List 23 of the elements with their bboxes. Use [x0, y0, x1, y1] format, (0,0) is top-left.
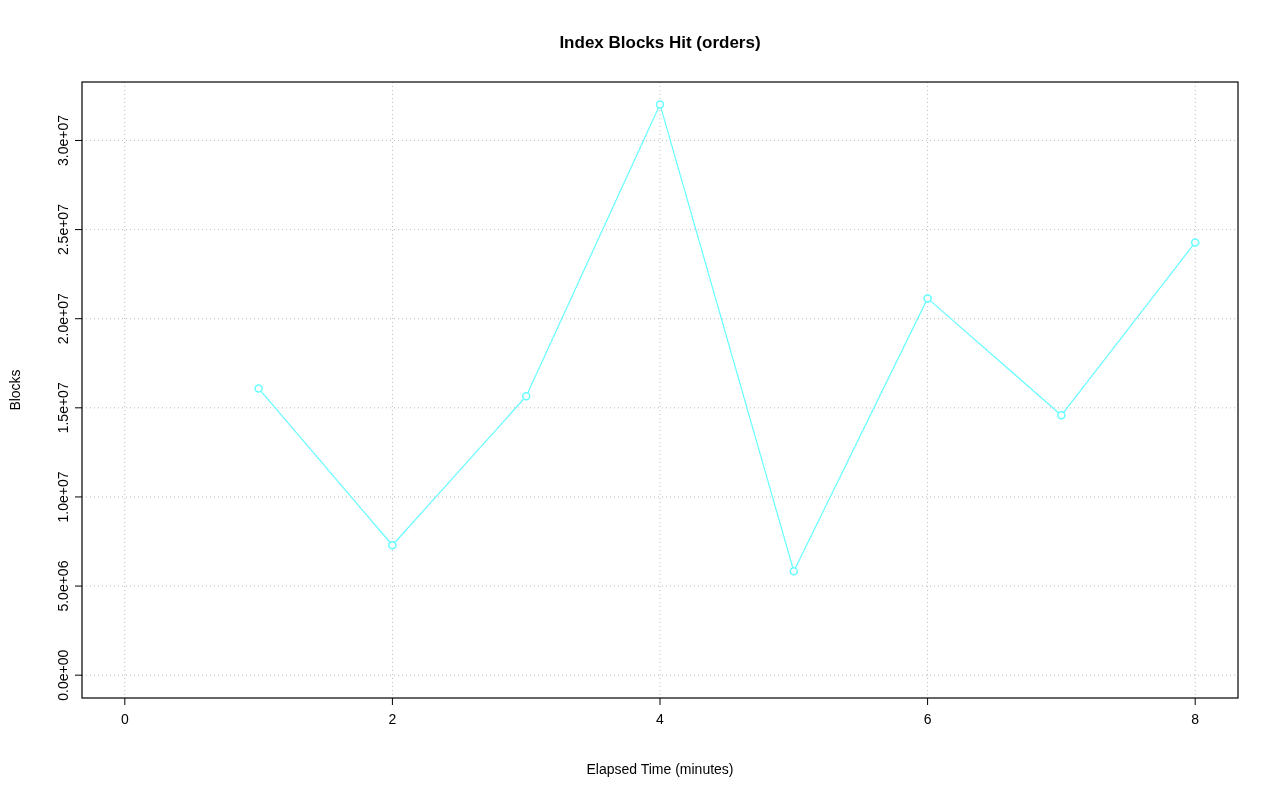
- point: [254, 384, 263, 393]
- x-tick-label: 0: [120, 711, 129, 727]
- y-tick-label: 3.0e+07: [55, 114, 71, 166]
- point: [789, 567, 799, 576]
- point: [655, 100, 665, 109]
- y-axis-title: Blocks: [7, 369, 23, 411]
- y-tick-label: 0.0e+00: [55, 649, 71, 701]
- y-tick-label: 2.5e+07: [55, 203, 71, 256]
- x-tick-label: 4: [656, 711, 665, 727]
- point: [1057, 411, 1066, 420]
- x-tick-label: 8: [1191, 711, 1200, 727]
- point: [1190, 238, 1200, 247]
- x-tick-label: 6: [923, 711, 932, 727]
- y-tick-label: 2.0e+07: [55, 292, 71, 345]
- y-tick-label: 1.5e+07: [55, 382, 71, 434]
- x-tick-label: 2: [388, 711, 397, 727]
- y-tick-label: 1.0e+07: [55, 471, 71, 523]
- y-tick-label: 5.0e+06: [55, 560, 71, 612]
- x-axis-title: Elapsed Time (minutes): [586, 761, 734, 777]
- chart-title: Index Blocks Hit (orders): [559, 33, 761, 52]
- point: [521, 391, 531, 401]
- point: [923, 294, 932, 303]
- point: [388, 541, 397, 550]
